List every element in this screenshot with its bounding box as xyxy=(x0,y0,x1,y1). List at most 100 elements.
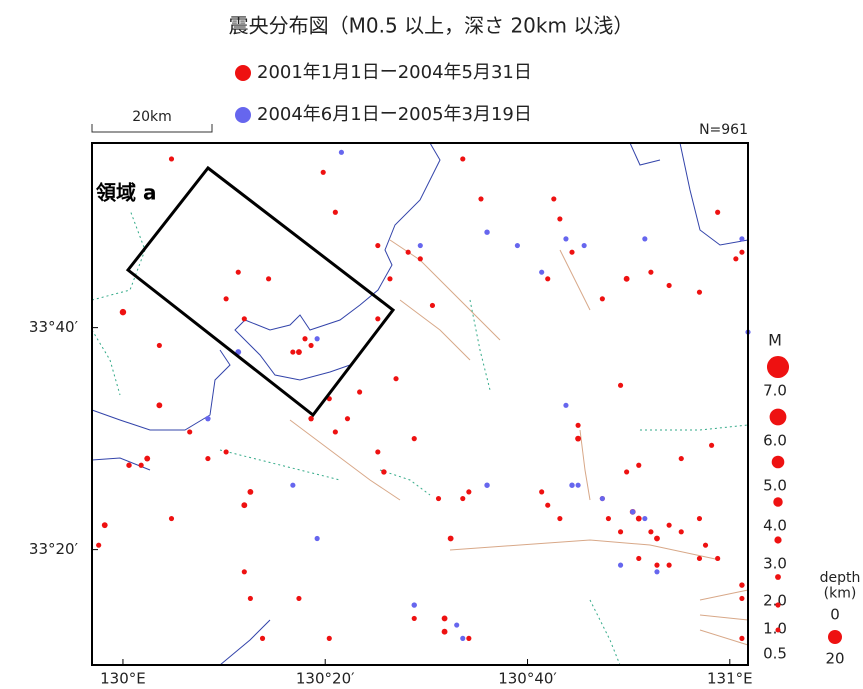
epicenter xyxy=(466,635,472,641)
epicenter xyxy=(545,276,551,282)
epicenter xyxy=(338,149,344,155)
x-tick-label: 130°40′ xyxy=(498,670,557,688)
map-frame xyxy=(91,142,749,666)
epicenter xyxy=(545,502,551,508)
epicenter xyxy=(241,502,248,509)
size-legend-symbol xyxy=(775,627,781,633)
epicenter xyxy=(296,349,302,355)
size-legend-title: M xyxy=(768,331,782,350)
size-legend-symbol xyxy=(771,455,785,469)
size-legend-label: 3.0 xyxy=(763,555,787,573)
epicenter xyxy=(563,402,569,408)
epicenter xyxy=(733,256,739,262)
map-title: 震央分布図（M0.5 以上，深さ 20km 以浅） xyxy=(229,14,634,38)
epicenter xyxy=(642,515,648,522)
epicenter xyxy=(739,635,745,641)
epicenter xyxy=(678,529,684,535)
epicenter xyxy=(666,562,672,568)
epicenter xyxy=(654,562,660,568)
epicenter xyxy=(739,249,745,255)
epicenter xyxy=(624,469,630,475)
legend-label: 2001年1月1日ー2004年5月31日 xyxy=(257,62,532,83)
epicenter xyxy=(478,196,484,202)
epicenter xyxy=(599,296,605,302)
epicenter xyxy=(156,342,162,348)
epicenter xyxy=(654,535,660,542)
epicenter xyxy=(636,555,642,562)
y-tick-label: 33°40′ xyxy=(29,318,79,336)
epicenter xyxy=(405,249,411,255)
epicenter xyxy=(393,376,399,382)
epicenter xyxy=(460,156,466,162)
epicenter xyxy=(696,555,703,562)
size-legend-symbol xyxy=(774,536,782,544)
epicenter xyxy=(514,242,520,249)
epicenter xyxy=(648,269,654,275)
epicenter xyxy=(168,515,175,522)
epicenter xyxy=(447,535,454,542)
epicenter xyxy=(454,622,460,628)
epicenter xyxy=(623,275,630,282)
region-label: 領域 a xyxy=(96,181,156,205)
epicenter xyxy=(429,302,436,309)
epicenter xyxy=(381,469,387,475)
epicenter xyxy=(266,276,272,282)
epicenter xyxy=(441,615,448,622)
epicenter xyxy=(205,415,211,422)
epicenter xyxy=(259,635,266,641)
epicenter xyxy=(320,169,326,175)
depth-title: depth (km) xyxy=(820,570,861,601)
depth-symbol xyxy=(828,630,842,644)
epicenter xyxy=(466,489,472,495)
epicenter xyxy=(666,282,672,289)
epicenter xyxy=(460,495,466,502)
epicenter xyxy=(551,196,557,202)
size-legend-label: 2.0 xyxy=(763,592,787,610)
epicenter xyxy=(296,595,302,601)
epicenter xyxy=(539,269,545,275)
epicenter xyxy=(709,442,715,448)
scale-label: 20km xyxy=(132,109,172,125)
size-legend-symbol xyxy=(773,497,783,507)
epicenter xyxy=(187,429,193,435)
size-legend-label: 1.0 xyxy=(763,620,787,638)
epicenter xyxy=(629,509,636,515)
size-legend-symbol xyxy=(769,408,787,426)
epicenter xyxy=(223,296,229,302)
epicenter xyxy=(247,488,254,495)
epicenter xyxy=(484,482,490,488)
epicenter xyxy=(326,635,332,641)
background-lines xyxy=(91,142,749,666)
epicenter xyxy=(375,242,381,249)
epicenter xyxy=(126,462,132,468)
epicenter xyxy=(635,515,642,522)
epicenter xyxy=(314,336,320,342)
epicenter xyxy=(223,449,229,455)
epicenter xyxy=(101,522,108,529)
epicenter xyxy=(715,555,721,562)
epicenter xyxy=(290,349,296,355)
epicenter xyxy=(308,342,314,348)
epicenter xyxy=(235,269,241,275)
epicenter xyxy=(575,422,581,428)
depth-label: 0 xyxy=(830,606,840,624)
x-tick-label: 131°E xyxy=(707,670,753,688)
epicenter xyxy=(666,522,672,528)
epicenter xyxy=(332,429,338,435)
epicenter xyxy=(138,462,144,468)
size-legend-label: 0.5 xyxy=(763,645,787,663)
size-legend-label: 5.0 xyxy=(763,477,787,495)
epicenter xyxy=(435,495,442,502)
epicenter xyxy=(648,529,654,535)
epicenter xyxy=(411,602,417,608)
epicenter xyxy=(678,456,684,462)
epicenter xyxy=(739,236,745,242)
epicenter xyxy=(617,382,624,388)
epicenter xyxy=(357,389,363,395)
epicenter xyxy=(241,569,247,575)
epicenter xyxy=(569,482,575,488)
epicenter xyxy=(557,216,563,222)
epicenter xyxy=(417,256,423,262)
epicenter xyxy=(387,276,393,282)
